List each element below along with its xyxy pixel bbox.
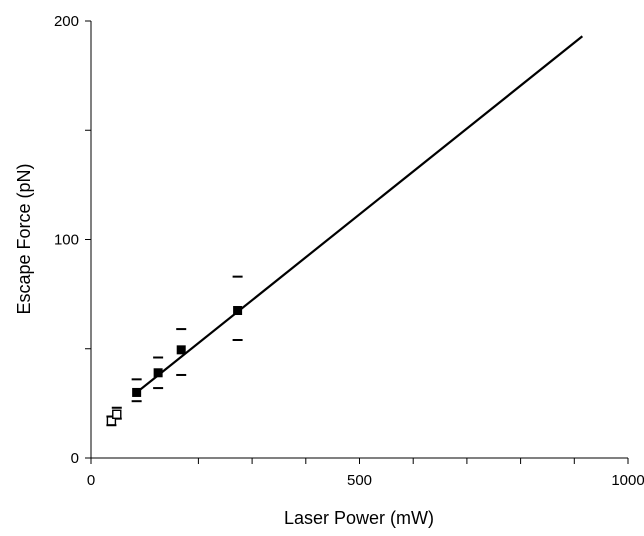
data-point-open	[112, 409, 122, 419]
x-tick-label: 0	[87, 472, 95, 489]
x-tick-label: 1000	[611, 472, 644, 489]
data-point-open	[106, 416, 117, 426]
y-tick-label: 0	[71, 450, 79, 467]
axis-ticks: 0 500 1000 0 100 200	[54, 13, 644, 489]
x-tick-label: 500	[347, 472, 372, 489]
y-tick-label: 100	[54, 232, 79, 249]
fit-line	[135, 35, 584, 394]
y-tick-label: 200	[54, 13, 79, 30]
fit-line-group	[135, 35, 584, 394]
data-point	[153, 368, 163, 378]
x-axis-label: Laser Power (mW)	[284, 508, 434, 528]
data-point	[132, 387, 142, 397]
data-point	[233, 306, 243, 316]
y-axis-label: Escape Force (pN)	[14, 163, 34, 314]
data-points-group	[106, 306, 243, 426]
data-point	[176, 345, 186, 355]
error-bars-group	[106, 275, 243, 427]
